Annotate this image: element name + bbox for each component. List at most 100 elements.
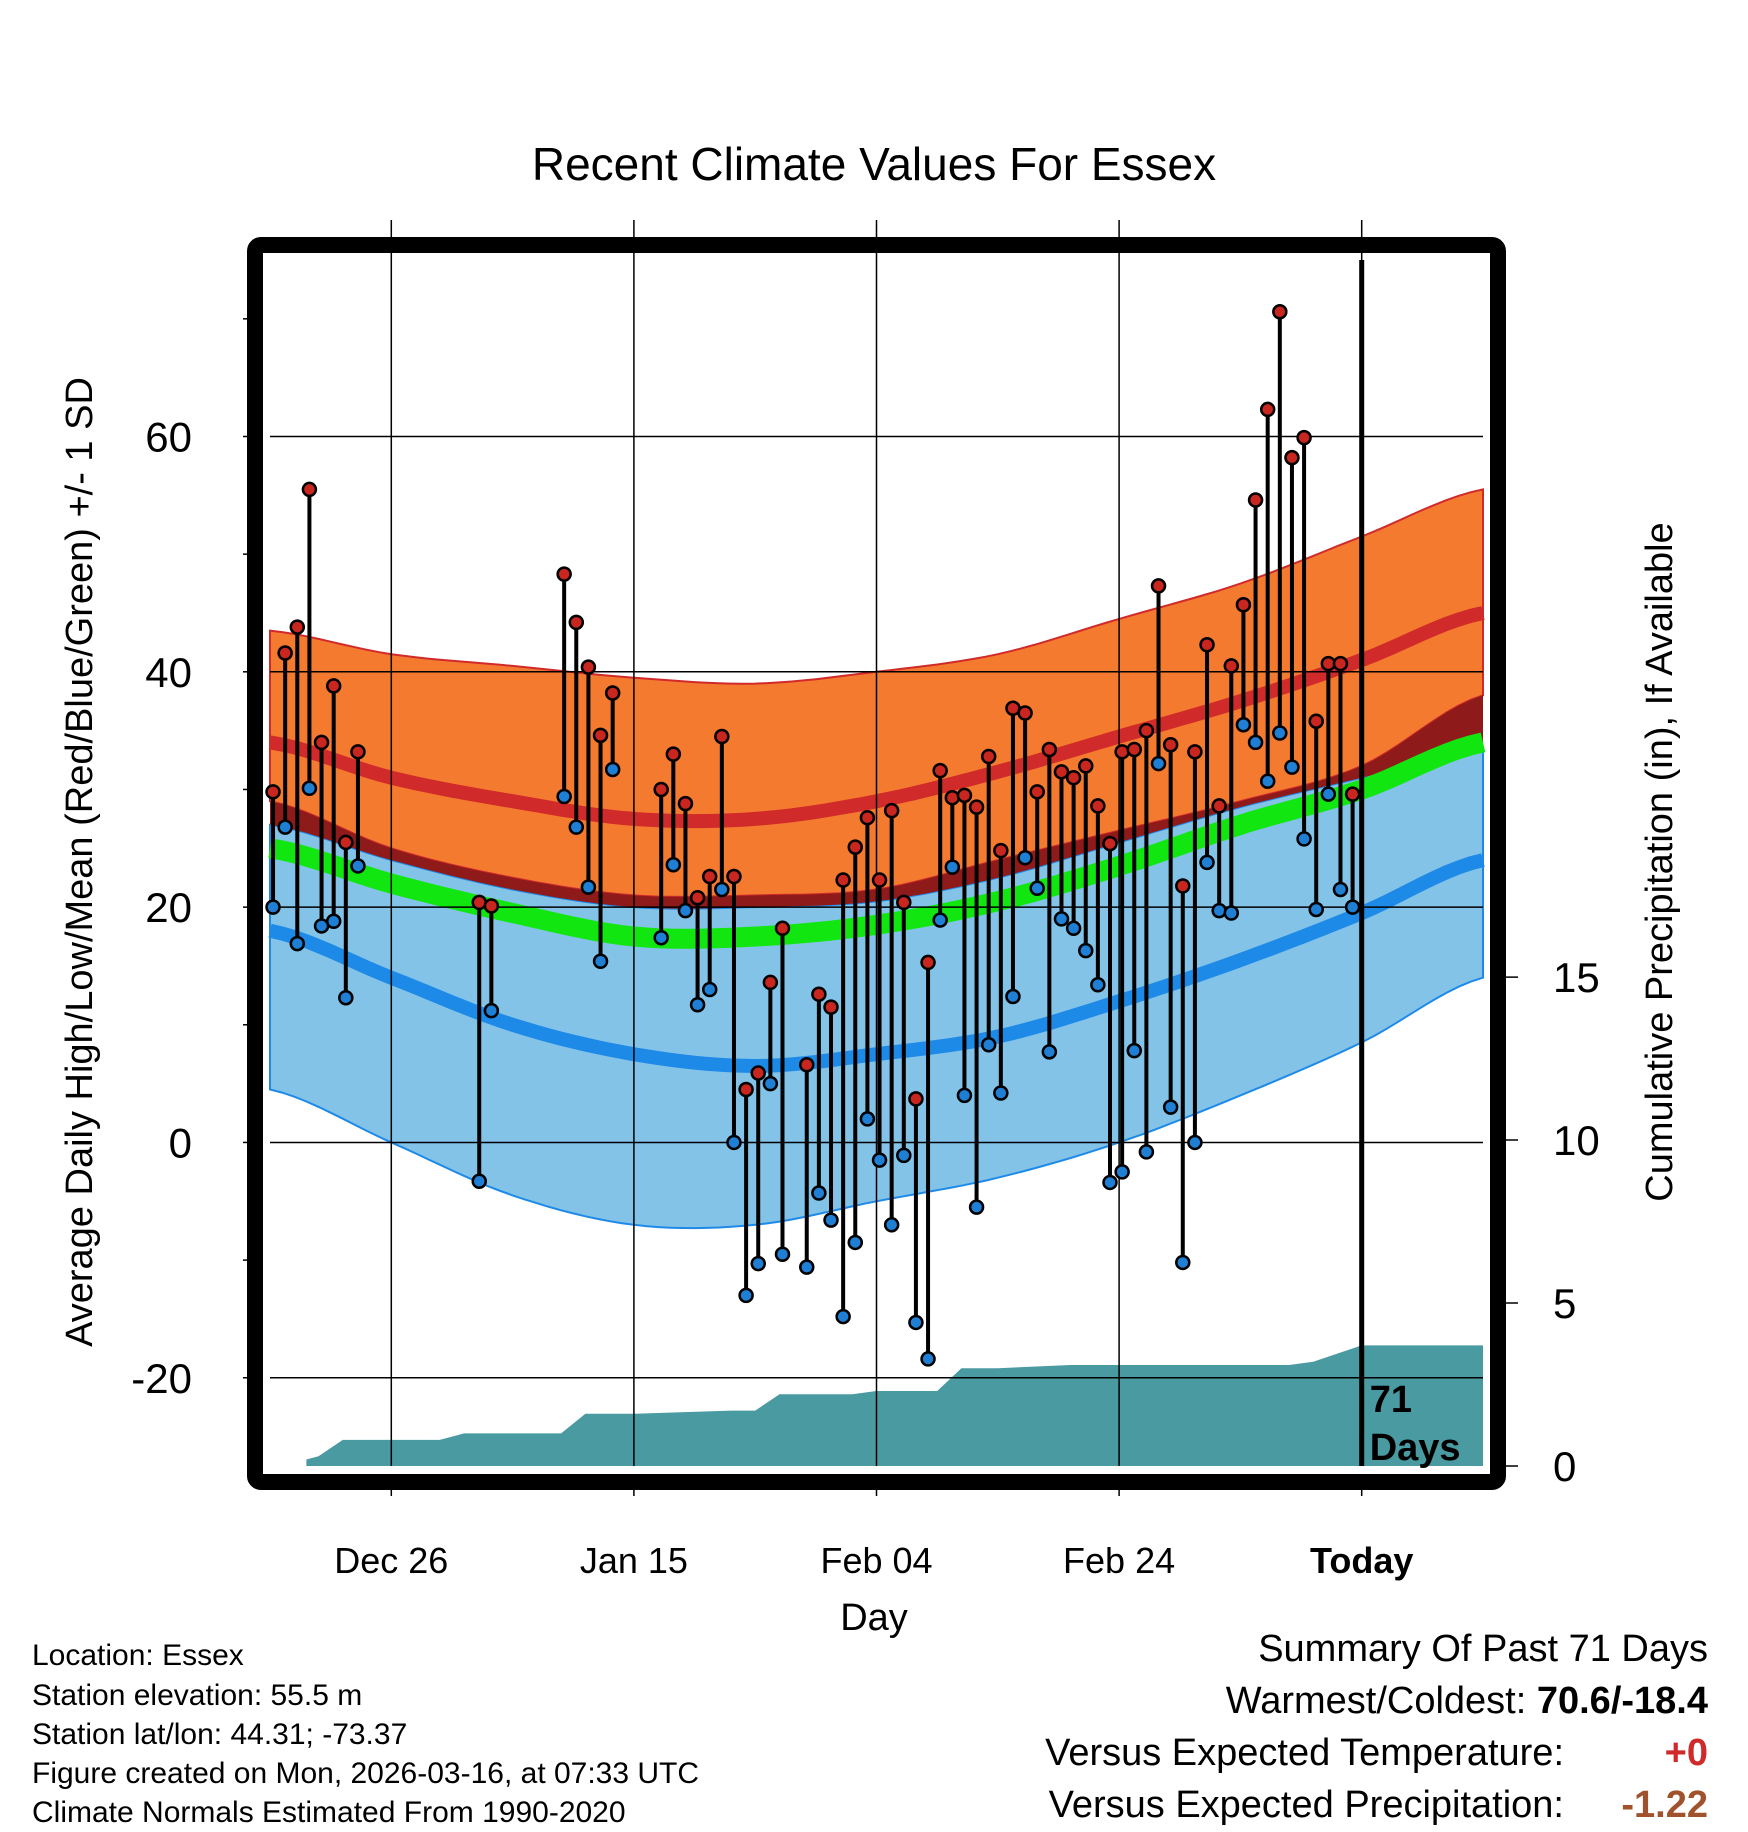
obs-low-marker (1211, 902, 1227, 919)
obs-high-marker (944, 789, 961, 806)
x-tick-label: Feb 24 (1063, 1540, 1175, 1581)
obs-high-marker (483, 898, 500, 914)
obs-high-marker (1199, 636, 1215, 653)
y-tick-label: 60 (145, 413, 192, 460)
obs-high-marker (811, 986, 827, 1002)
y-tick-label: 20 (145, 884, 192, 931)
obs-high-marker (1114, 744, 1130, 760)
obs-high-marker (689, 889, 706, 906)
obs-high-marker (1029, 784, 1045, 800)
obs-high-marker (1053, 764, 1070, 780)
chart-title: Recent Climate Values For Essex (532, 138, 1216, 190)
obs-high-marker (604, 685, 621, 701)
obs-low-marker (1041, 1044, 1058, 1060)
obs-high-marker (1090, 798, 1106, 814)
y-axis-label: Average Daily High/Low/Mean (Red/Blue/Gr… (59, 377, 101, 1347)
obs-low-marker (738, 1287, 754, 1304)
obs-low-marker (1102, 1174, 1118, 1191)
x-tick-label: Feb 04 (820, 1540, 932, 1581)
obs-low-marker (1053, 911, 1070, 927)
obs-high-marker (883, 802, 900, 819)
footer-elevation: Station elevation: 55.5 m (32, 1679, 363, 1712)
obs-low-marker (1344, 899, 1361, 915)
obs-low-marker (1175, 1254, 1191, 1271)
obs-low-marker (1199, 854, 1215, 871)
obs-low-marker (483, 1002, 500, 1019)
obs-low-marker (325, 913, 342, 929)
obs-low-marker (774, 1246, 791, 1262)
obs-high-marker (896, 894, 912, 911)
obs-high-marker (750, 1065, 766, 1081)
obs-high-marker (762, 974, 779, 991)
obs-high-marker (301, 481, 318, 498)
obs-high-marker (993, 842, 1009, 859)
obs-high-marker (325, 678, 342, 694)
obs-high-marker (1284, 449, 1300, 466)
obs-high-marker (714, 728, 730, 745)
summary-title: Summary Of Past 71 Days (1258, 1628, 1708, 1670)
y-tick-label: -20 (131, 1355, 192, 1402)
obs-low-marker (1187, 1134, 1203, 1151)
obs-low-marker (1235, 717, 1252, 733)
obs-high-marker (1211, 798, 1227, 814)
obs-low-marker (1090, 977, 1106, 993)
obs-low-marker (604, 761, 621, 778)
summary-precip-label: Versus Expected Precipitation: (1048, 1784, 1564, 1826)
obs-low-marker (1150, 755, 1167, 772)
obs-low-marker (896, 1147, 912, 1164)
y2-axis-label: Cumulative Precipitation (in), If Availa… (1639, 522, 1681, 1201)
obs-low-marker (847, 1234, 864, 1251)
x-tick-label: Dec 26 (334, 1540, 448, 1581)
obs-low-marker (726, 1134, 742, 1151)
obs-low-marker (1259, 773, 1276, 789)
obs-high-marker (350, 744, 366, 760)
footer-latlon: Station lat/lon: 44.31; -73.37 (32, 1718, 408, 1751)
obs-high-marker (580, 659, 597, 675)
obs-high-marker (1332, 655, 1349, 672)
obs-high-marker (1272, 304, 1288, 320)
today-days-annotation: Days (1370, 1427, 1461, 1469)
obs-high-marker (1017, 705, 1033, 721)
y-tick-label: 40 (145, 649, 192, 696)
obs-low-marker (1126, 1042, 1143, 1059)
obs-low-marker (883, 1217, 900, 1233)
y-tick-label: 0 (169, 1119, 192, 1166)
x-tick-label: Today (1310, 1540, 1413, 1581)
obs-high-marker (653, 781, 669, 798)
y2-tick-label: 5 (1553, 1280, 1576, 1327)
obs-low-marker (1296, 831, 1312, 847)
obs-high-marker (1102, 835, 1118, 852)
obs-low-marker (980, 1037, 997, 1053)
overlap-band (270, 695, 1483, 909)
obs-high-marker (677, 795, 694, 812)
summary-temp-value: +0 (1664, 1732, 1708, 1774)
today-days-annotation: 71 (1370, 1379, 1412, 1421)
obs-high-marker (871, 872, 888, 888)
obs-low-marker (568, 819, 585, 835)
obs-low-marker (1005, 988, 1021, 1005)
footer-location: Location: Essex (32, 1639, 244, 1672)
obs-high-marker (1162, 737, 1179, 753)
obs-low-marker (762, 1075, 779, 1092)
obs-high-marker (265, 784, 281, 800)
obs-low-marker (265, 899, 281, 915)
obs-low-marker (1138, 1144, 1155, 1160)
x-axis-label: Day (840, 1597, 908, 1639)
obs-high-marker (1065, 769, 1082, 786)
obs-high-marker (1296, 429, 1312, 446)
obs-high-marker (277, 645, 293, 661)
obs-low-marker (701, 981, 718, 998)
obs-high-marker (968, 799, 985, 815)
obs-high-marker (823, 999, 839, 1015)
obs-high-marker (1223, 658, 1240, 674)
obs-low-marker (350, 858, 366, 874)
y2-tick-label: 15 (1553, 954, 1600, 1001)
footer-created: Figure created on Mon, 2026-03-16, at 07… (32, 1757, 700, 1790)
obs-high-marker (592, 727, 609, 744)
obs-low-marker (1077, 942, 1094, 959)
obs-high-marker (847, 839, 864, 855)
footer-normals: Climate Normals Estimated From 1990-2020 (32, 1796, 626, 1829)
obs-low-marker (1247, 734, 1264, 751)
obs-low-marker (277, 819, 293, 835)
